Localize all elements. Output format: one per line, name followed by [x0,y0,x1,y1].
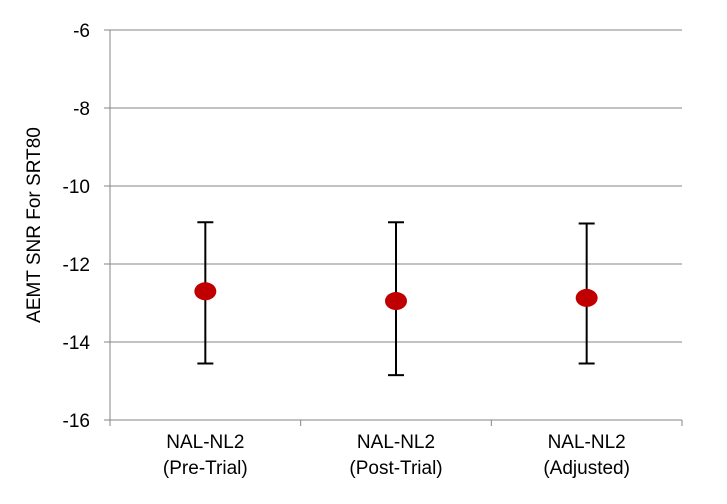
y-tick-label: -10 [63,177,90,198]
y-axis-title: AEMT SNR For SRT80 [24,127,45,323]
data-point [385,292,407,311]
y-tick-label: -14 [63,333,91,354]
x-category-label: (Adjusted) [543,458,630,479]
tick-label-layer: -6 -8 -10 -12 -14 -16 [63,21,91,432]
category-label-layer: NAL-NL2 (Pre-Trial) NAL-NL2 (Post-Trial) NAL… [163,432,630,479]
x-category-label: (Post-Trial) [349,458,442,479]
data-point [194,282,217,301]
x-category-label: (Pre-Trial) [163,458,248,479]
data-point-layer [194,282,598,311]
y-tick-label: -8 [73,99,90,120]
x-category-label: NAL-NL2 [357,432,435,453]
y-tick-label: -6 [73,21,90,42]
data-point [575,288,598,307]
axis-layer [104,29,683,426]
y-tick-label: -12 [63,255,90,276]
x-category-label: NAL-NL2 [166,432,244,453]
x-category-label: NAL-NL2 [548,432,626,453]
y-tick-label: -16 [63,411,90,432]
